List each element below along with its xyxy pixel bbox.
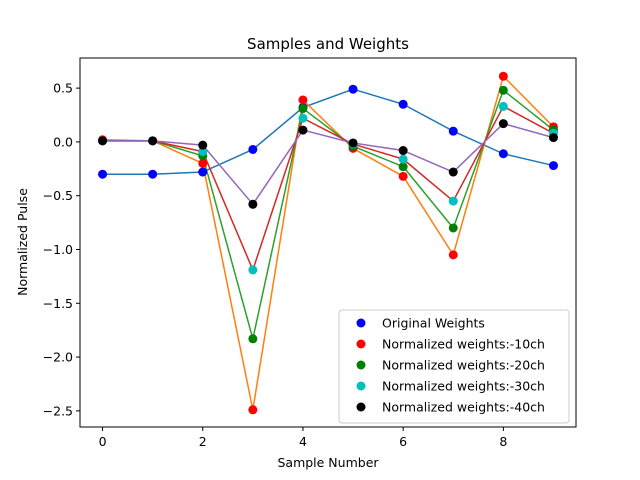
data-point-normalized-weights-30ch-4 xyxy=(298,113,308,123)
legend-label-normalized-weights-40ch: Normalized weights:-40ch xyxy=(382,400,545,415)
legend-marker-original-weights xyxy=(356,318,366,328)
data-point-normalized-weights-30ch-3 xyxy=(248,265,258,275)
data-point-original-weights-5 xyxy=(348,84,358,94)
legend-marker-normalized-weights-10ch xyxy=(356,339,366,349)
data-point-normalized-weights-10ch-3 xyxy=(248,405,258,415)
y-tick-label: −2.0 xyxy=(43,350,73,365)
x-tick-label: 2 xyxy=(199,434,207,449)
y-tick-label: −2.5 xyxy=(43,403,73,418)
data-point-normalized-weights-40ch-5 xyxy=(348,138,358,148)
data-point-original-weights-2 xyxy=(198,167,208,177)
legend-label-normalized-weights-30ch: Normalized weights:-30ch xyxy=(382,379,545,394)
data-point-original-weights-3 xyxy=(248,144,258,154)
x-tick-label: 8 xyxy=(499,434,507,449)
data-point-normalized-weights-40ch-3 xyxy=(248,199,258,209)
x-axis-label: Sample Number xyxy=(277,455,379,470)
data-point-normalized-weights-40ch-7 xyxy=(448,167,458,177)
x-axis: 0 2 4 6 8 xyxy=(99,427,507,449)
legend-box xyxy=(338,309,570,424)
data-point-normalized-weights-30ch-7 xyxy=(448,196,458,206)
y-tick-label: 0.5 xyxy=(53,81,73,96)
data-point-normalized-weights-20ch-6 xyxy=(398,162,408,172)
data-point-normalized-weights-40ch-6 xyxy=(398,146,408,156)
lines-layer xyxy=(102,75,554,411)
data-point-original-weights-9 xyxy=(548,161,558,171)
data-point-original-weights-6 xyxy=(398,99,408,109)
data-point-normalized-weights-10ch-4 xyxy=(298,95,308,105)
data-point-normalized-weights-40ch-9 xyxy=(548,133,558,143)
data-point-normalized-weights-20ch-8 xyxy=(498,85,508,95)
data-point-normalized-weights-10ch-2 xyxy=(198,158,208,168)
data-point-original-weights-7 xyxy=(448,126,458,136)
series-line-normalized-weights-20ch xyxy=(102,89,554,340)
y-tick-label: −0.5 xyxy=(43,188,73,203)
legend-marker-normalized-weights-40ch xyxy=(356,402,366,412)
data-point-original-weights-1 xyxy=(148,169,158,179)
data-point-original-weights-0 xyxy=(98,169,108,179)
data-point-normalized-weights-40ch-1 xyxy=(148,136,158,146)
series-line-normalized-weights-10ch xyxy=(102,75,554,411)
legend-label-normalized-weights-20ch: Normalized weights:-20ch xyxy=(382,358,545,373)
data-point-normalized-weights-30ch-8 xyxy=(498,101,508,111)
legend-marker-normalized-weights-20ch xyxy=(356,360,366,370)
y-tick-label: −1.5 xyxy=(43,296,73,311)
legend-marker-normalized-weights-30ch xyxy=(356,381,366,391)
series-line-normalized-weights-30ch xyxy=(102,105,554,271)
data-point-normalized-weights-20ch-7 xyxy=(448,223,458,233)
data-point-normalized-weights-40ch-2 xyxy=(198,140,208,150)
x-tick-label: 6 xyxy=(399,434,407,449)
points-layer xyxy=(98,71,558,415)
legend-label-original-weights: Original Weights xyxy=(382,316,485,331)
y-axis: 0.5 0.0 −0.5 −1.0 −1.5 −2.0 −2.5 xyxy=(43,81,80,418)
x-tick-label: 0 xyxy=(99,434,107,449)
legend-label-normalized-weights-10ch: Normalized weights:-10ch xyxy=(382,337,545,352)
series-line-normalized-weights-40ch xyxy=(102,122,554,206)
chart-title: Samples and Weights xyxy=(247,35,409,53)
data-point-normalized-weights-10ch-7 xyxy=(448,250,458,260)
y-tick-label: 0.0 xyxy=(53,134,73,149)
legend: Original Weights Normalized weights:-10ch… xyxy=(338,309,570,424)
y-tick-label: −1.0 xyxy=(43,242,73,257)
data-point-original-weights-8 xyxy=(498,149,508,159)
data-point-normalized-weights-40ch-0 xyxy=(98,136,108,146)
x-tick-label: 4 xyxy=(299,434,307,449)
data-point-normalized-weights-30ch-6 xyxy=(398,154,408,164)
data-point-normalized-weights-40ch-4 xyxy=(298,125,308,135)
data-point-normalized-weights-10ch-6 xyxy=(398,171,408,181)
series-line-original-weights xyxy=(102,88,554,175)
data-point-normalized-weights-20ch-4 xyxy=(298,104,308,114)
data-point-normalized-weights-10ch-8 xyxy=(498,71,508,81)
plot-frame xyxy=(79,57,577,428)
data-point-normalized-weights-40ch-8 xyxy=(498,119,508,129)
data-point-normalized-weights-30ch-2 xyxy=(198,147,208,157)
y-axis-label: Normalized Pulse xyxy=(15,188,30,296)
data-point-normalized-weights-20ch-3 xyxy=(248,334,258,344)
